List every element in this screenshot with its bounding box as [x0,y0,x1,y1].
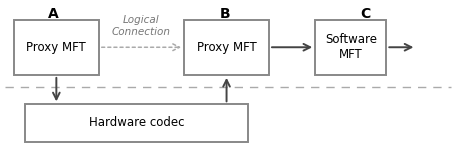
Text: C: C [360,6,370,21]
Text: Proxy MFT: Proxy MFT [27,41,86,54]
Text: Hardware codec: Hardware codec [89,117,184,129]
FancyBboxPatch shape [314,20,386,75]
Text: Proxy MFT: Proxy MFT [196,41,256,54]
Text: Software
MFT: Software MFT [324,33,376,61]
FancyBboxPatch shape [25,104,248,142]
FancyBboxPatch shape [184,20,269,75]
Text: Logical
Connection: Logical Connection [112,15,171,37]
FancyBboxPatch shape [14,20,99,75]
Text: B: B [219,6,230,21]
Text: A: A [47,6,58,21]
